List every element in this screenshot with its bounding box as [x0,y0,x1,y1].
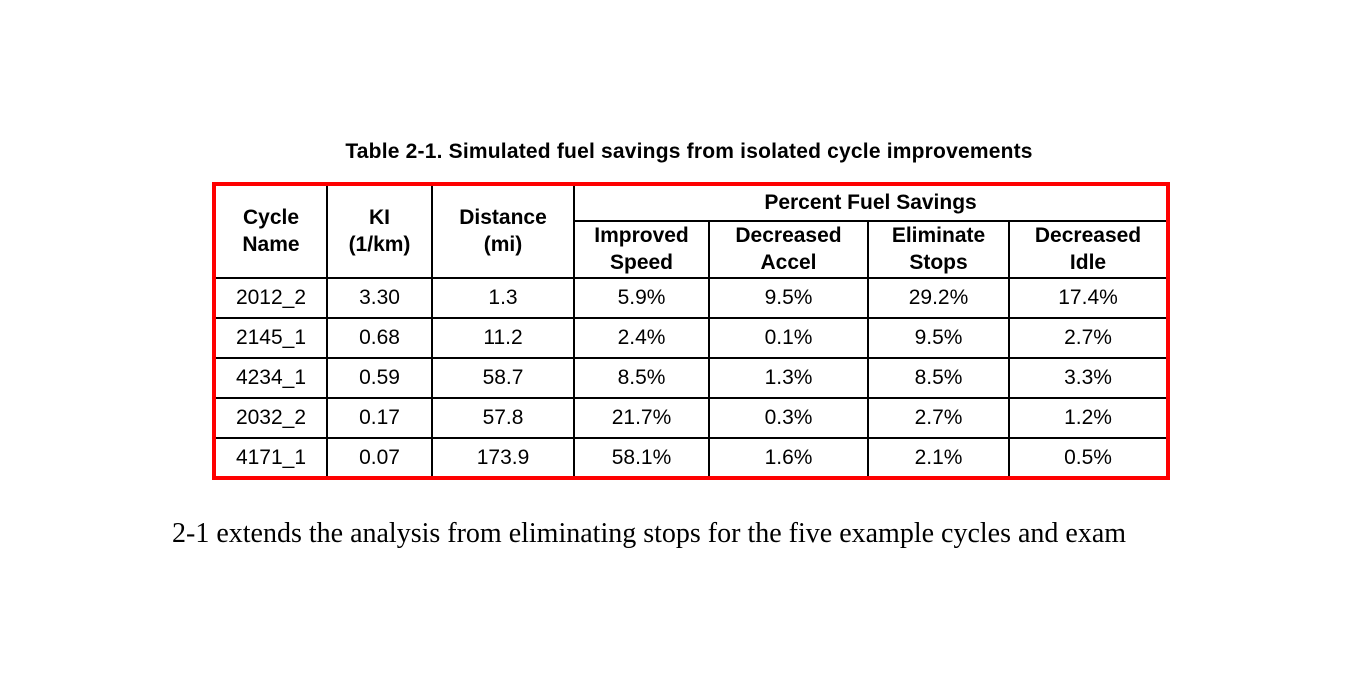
cell-distance: 11.2 [431,317,575,359]
table-row: 2012_2 3.30 1.3 5.9% 9.5% 29.2% 17.4% [213,277,1170,319]
body-text-fragment: 2-1 extends the analysis from eliminatin… [172,518,1127,549]
cell-ki: 0.07 [326,437,433,479]
cell-ki: 0.68 [326,317,433,359]
header-improved-speed: Improved Speed [573,220,710,279]
cell-decreased-accel: 9.5% [708,277,869,319]
cell-eliminate-stops: 2.1% [867,437,1010,479]
header-distance: Distance (mi) [431,183,575,279]
cell-improved-speed: 5.9% [573,277,710,319]
cell-eliminate-stops: 8.5% [867,357,1010,399]
header-percent-fuel-savings: Percent Fuel Savings [572,183,1170,222]
cell-decreased-idle: 17.4% [1007,277,1170,319]
fuel-savings-table: Cycle Name KI (1/km) Distance (mi) Perce… [212,182,1171,480]
header-row-sub: Improved Speed Decreased Accel Eliminate… [214,220,1170,279]
cell-cycle-name: 4234_1 [213,357,328,399]
cell-eliminate-stops: 9.5% [867,317,1010,359]
header-decreased-idle: Decreased Idle [1007,220,1170,279]
cell-decreased-accel: 0.3% [708,397,869,439]
cell-distance: 1.3 [431,277,575,319]
cell-decreased-accel: 1.6% [708,437,869,479]
cell-decreased-idle: 1.2% [1007,397,1170,439]
table-row: 2145_1 0.68 11.2 2.4% 0.1% 9.5% 2.7% [213,317,1170,359]
cell-improved-speed: 8.5% [573,357,710,399]
cell-improved-speed: 21.7% [573,397,710,439]
header-row-top: Cycle Name KI (1/km) Distance (mi) Perce… [213,183,1170,279]
header-ki: KI (1/km) [326,183,433,279]
cell-eliminate-stops: 2.7% [867,397,1010,439]
table-row: 4234_1 0.59 58.7 8.5% 1.3% 8.5% 3.3% [213,357,1170,399]
cell-cycle-name: 4171_1 [213,437,328,479]
cell-distance: 173.9 [431,437,575,479]
cell-ki: 0.17 [326,397,433,439]
cell-decreased-accel: 1.3% [708,357,869,399]
cell-cycle-name: 2145_1 [213,317,328,359]
table-caption: Table 2-1. Simulated fuel savings from i… [345,140,1033,163]
cell-decreased-idle: 3.3% [1007,357,1170,399]
cell-improved-speed: 58.1% [573,437,710,479]
cell-cycle-name: 2032_2 [213,397,328,439]
cell-ki: 0.59 [326,357,433,399]
cell-distance: 57.8 [431,397,575,439]
cell-distance: 58.7 [431,357,575,399]
cell-decreased-accel: 0.1% [708,317,869,359]
cell-cycle-name: 2012_2 [213,277,328,319]
cell-eliminate-stops: 29.2% [867,277,1010,319]
table-row: 4171_1 0.07 173.9 58.1% 1.6% 2.1% 0.5% [213,437,1170,479]
cell-improved-speed: 2.4% [573,317,710,359]
table-row: 2032_2 0.17 57.8 21.7% 0.3% 2.7% 1.2% [213,397,1170,439]
header-cycle-name: Cycle Name [213,183,328,279]
cell-decreased-idle: 2.7% [1007,317,1170,359]
header-eliminate-stops: Eliminate Stops [867,220,1010,279]
header-decreased-accel: Decreased Accel [708,220,869,279]
cell-decreased-idle: 0.5% [1007,437,1170,479]
cell-ki: 3.30 [326,277,433,319]
